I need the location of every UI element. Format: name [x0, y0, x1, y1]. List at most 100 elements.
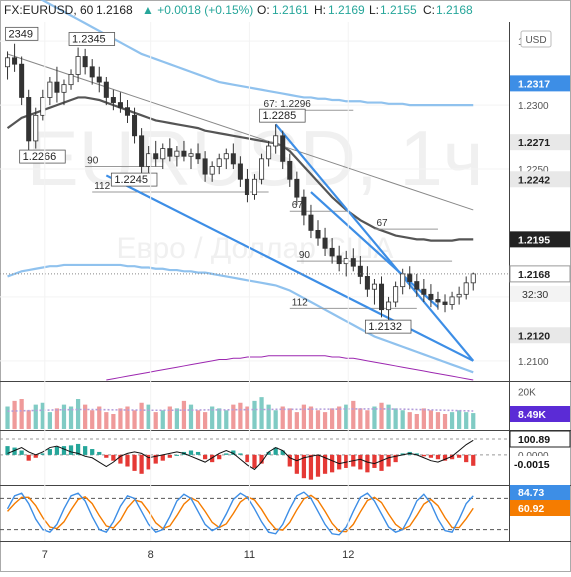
candle-body[interactable]: [280, 135, 286, 162]
volume-bar[interactable]: [26, 410, 31, 429]
oscillator-bar[interactable]: [400, 453, 405, 455]
candle-body[interactable]: [5, 57, 11, 68]
candle-body[interactable]: [146, 153, 152, 167]
oscillator-bar[interactable]: [301, 454, 307, 479]
candle-body[interactable]: [442, 301, 448, 305]
oscillator-bar[interactable]: [195, 451, 201, 455]
price-pane[interactable]: 67: 1.2296 90 112 67 67 90 112 2349 1.2345 1.2266…: [0, 0, 509, 381]
candle-body[interactable]: [202, 158, 208, 175]
oscillator-bar[interactable]: [12, 447, 17, 455]
volume-bar[interactable]: [457, 410, 462, 429]
volume-bar[interactable]: [337, 406, 342, 430]
volume-bar[interactable]: [195, 410, 201, 429]
oscillator-bar[interactable]: [471, 454, 476, 466]
candle-body[interactable]: [421, 288, 427, 295]
candle-body[interactable]: [244, 178, 250, 196]
oscillator-bar[interactable]: [97, 451, 102, 455]
volume-bar[interactable]: [400, 410, 405, 429]
oscillator-bar[interactable]: [259, 454, 264, 464]
oscillator-bar[interactable]: [457, 454, 462, 458]
volume-bar[interactable]: [210, 406, 215, 430]
candle-body[interactable]: [393, 286, 399, 303]
trendline[interactable]: [105, 174, 474, 362]
candle-body[interactable]: [470, 273, 476, 284]
oscillator-bar[interactable]: [26, 454, 31, 461]
candle-body[interactable]: [160, 148, 166, 160]
oscillator-bar[interactable]: [202, 454, 208, 460]
volume-bar[interactable]: [386, 404, 391, 429]
oscillator-bar[interactable]: [19, 450, 24, 455]
candle-body[interactable]: [266, 145, 272, 160]
volume-bar[interactable]: [224, 410, 229, 429]
candle-body[interactable]: [26, 97, 32, 142]
volume-bar[interactable]: [379, 402, 384, 429]
candle-body[interactable]: [294, 178, 300, 198]
candle-body[interactable]: [407, 273, 413, 282]
candle-body[interactable]: [40, 97, 46, 116]
candle-body[interactable]: [301, 196, 307, 216]
volume-bar[interactable]: [393, 408, 398, 429]
volume-bar[interactable]: [54, 408, 60, 429]
oscillator-bar[interactable]: [315, 454, 321, 477]
oscillator-bar[interactable]: [252, 454, 257, 468]
volume-bar[interactable]: [217, 408, 222, 429]
candle-body[interactable]: [435, 299, 441, 303]
volume-bar[interactable]: [464, 412, 469, 429]
oscillator-bar[interactable]: [294, 454, 299, 474]
volume-bar[interactable]: [75, 399, 81, 429]
oscillator-bar[interactable]: [344, 454, 349, 468]
candle-body[interactable]: [54, 81, 60, 93]
candle-body[interactable]: [400, 273, 406, 288]
oscillator-bar[interactable]: [68, 445, 74, 455]
oscillator-bar[interactable]: [337, 454, 342, 470]
candle-body[interactable]: [251, 178, 258, 196]
oscillator-bar[interactable]: [33, 454, 38, 458]
oscillator-bar[interactable]: [238, 453, 243, 455]
oscillator-bar[interactable]: [266, 451, 271, 455]
oscillator-bar[interactable]: [153, 454, 158, 464]
candle-body[interactable]: [68, 74, 74, 86]
candle-body[interactable]: [329, 247, 335, 257]
volume-bar[interactable]: [33, 404, 38, 429]
oscillator-bar[interactable]: [224, 453, 229, 455]
volume-bar[interactable]: [266, 404, 271, 429]
volume-bar[interactable]: [351, 400, 356, 429]
candle-body[interactable]: [61, 84, 67, 93]
oscillator-bar[interactable]: [210, 454, 215, 463]
volume-bar[interactable]: [202, 412, 208, 429]
candle-body[interactable]: [414, 281, 420, 290]
oscillator-bar[interactable]: [104, 454, 109, 458]
oscillator-bar[interactable]: [61, 446, 67, 455]
volume-bar[interactable]: [344, 404, 349, 429]
candle-body[interactable]: [456, 293, 462, 298]
volume-bar[interactable]: [308, 406, 314, 430]
volume-bar[interactable]: [83, 404, 88, 429]
volume-bar[interactable]: [12, 400, 17, 429]
volume-bar[interactable]: [167, 406, 172, 430]
volume-bar[interactable]: [238, 402, 243, 429]
volume-bar[interactable]: [174, 408, 179, 429]
oscillator-bar[interactable]: [273, 447, 278, 455]
volume-bar[interactable]: [372, 406, 377, 430]
oscillator-bar[interactable]: [428, 454, 434, 458]
oscillator-bar[interactable]: [83, 446, 88, 455]
candle-body[interactable]: [287, 160, 293, 180]
volume-bar[interactable]: [471, 413, 476, 429]
volume-bar[interactable]: [294, 412, 299, 429]
oscillator-bar[interactable]: [358, 454, 363, 470]
volume-bar[interactable]: [280, 406, 285, 430]
candle-body[interactable]: [357, 265, 363, 277]
oscillator-bar[interactable]: [47, 449, 52, 455]
volume-bar[interactable]: [301, 404, 307, 429]
oscillator-bar[interactable]: [435, 454, 441, 460]
volume-pane[interactable]: 20K 8.49K: [5, 388, 570, 430]
candle-body[interactable]: [195, 153, 201, 160]
volume-bar[interactable]: [68, 406, 74, 430]
candle-body[interactable]: [132, 114, 138, 137]
candle-body[interactable]: [364, 276, 370, 290]
oscillator-bar[interactable]: [231, 450, 236, 455]
volume-bar[interactable]: [47, 412, 52, 429]
oscillator-bar[interactable]: [414, 453, 419, 455]
candle-body[interactable]: [343, 258, 349, 265]
